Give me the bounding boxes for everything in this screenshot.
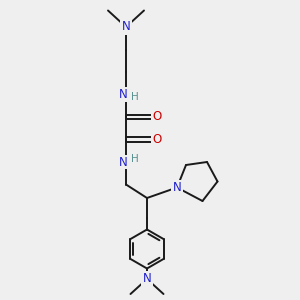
Text: H: H	[130, 154, 138, 164]
Text: N: N	[119, 88, 128, 101]
Text: O: O	[152, 110, 161, 124]
Text: N: N	[142, 272, 152, 286]
Text: N: N	[119, 155, 128, 169]
Text: N: N	[122, 20, 130, 34]
Text: N: N	[172, 181, 182, 194]
Text: O: O	[152, 133, 161, 146]
Text: H: H	[130, 92, 138, 103]
